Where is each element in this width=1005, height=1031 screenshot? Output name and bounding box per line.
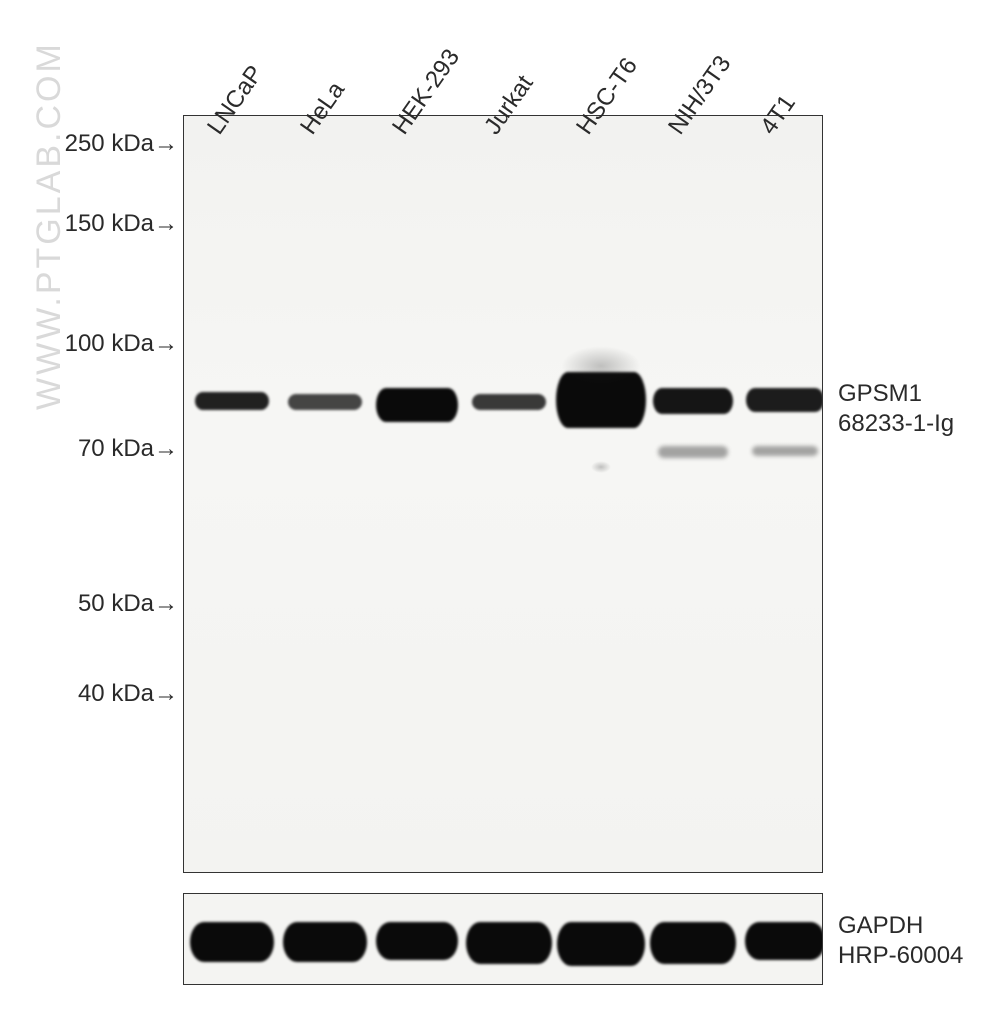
target-band — [746, 388, 823, 412]
target-antibody-name: GPSM1 — [838, 380, 922, 408]
blot-smudge — [561, 346, 641, 386]
loading-control-band — [376, 922, 458, 960]
molecular-weight-marker: 50 kDa→ — [78, 590, 178, 618]
target-band — [288, 394, 362, 410]
loading-control-band — [650, 922, 736, 964]
target-band — [376, 388, 458, 422]
faint-band — [658, 446, 728, 458]
molecular-weight-marker: 150 kDa→ — [65, 210, 178, 238]
loading-control-band — [557, 922, 645, 966]
target-band — [472, 394, 546, 410]
molecular-weight-marker: 250 kDa→ — [65, 130, 178, 158]
target-band — [653, 388, 733, 414]
loading-control-band — [466, 922, 552, 964]
main-blot-panel — [183, 115, 823, 873]
blot-smudge — [591, 461, 611, 473]
faint-band — [752, 446, 818, 456]
molecular-weight-marker: 70 kDa→ — [78, 435, 178, 463]
molecular-weight-marker: 40 kDa→ — [78, 680, 178, 708]
loading-control-panel — [183, 893, 823, 985]
figure-container: WWW.PTGLAB.COM GPSM1 68233-1-Ig GAPDH HR… — [0, 0, 1005, 1031]
loading-antibody-catalog: HRP-60004 — [838, 942, 963, 970]
target-antibody-catalog: 68233-1-Ig — [838, 410, 954, 438]
loading-antibody-name: GAPDH — [838, 912, 923, 940]
molecular-weight-marker: 100 kDa→ — [65, 330, 178, 358]
watermark-text: WWW.PTGLAB.COM — [30, 41, 69, 410]
loading-control-band — [283, 922, 367, 962]
loading-control-band — [190, 922, 274, 962]
target-band — [195, 392, 269, 410]
loading-control-band — [745, 922, 823, 960]
